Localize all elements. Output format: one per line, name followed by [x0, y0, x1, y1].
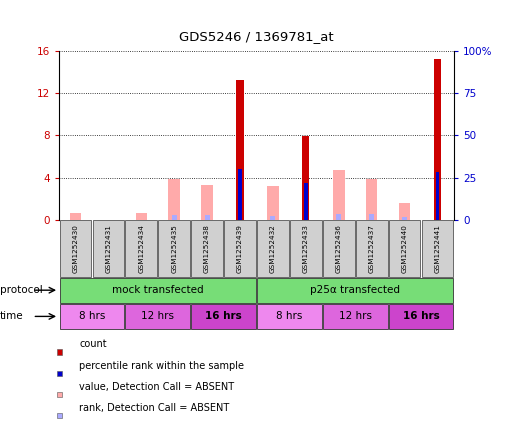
Text: GSM1252434: GSM1252434 — [139, 224, 144, 273]
Bar — [135, 213, 147, 220]
FancyBboxPatch shape — [126, 304, 190, 329]
FancyBboxPatch shape — [60, 220, 91, 277]
Text: percentile rank within the sample: percentile rank within the sample — [79, 361, 244, 371]
Bar — [239, 169, 242, 220]
Text: GSM1252430: GSM1252430 — [72, 224, 78, 273]
Text: time: time — [0, 311, 24, 321]
Text: mock transfected: mock transfected — [112, 285, 204, 295]
Text: 12 hrs: 12 hrs — [141, 311, 174, 321]
Bar — [236, 80, 244, 220]
FancyBboxPatch shape — [60, 277, 256, 303]
Bar — [205, 215, 210, 220]
Bar — [57, 349, 62, 354]
Text: protocol: protocol — [0, 285, 43, 295]
Text: GSM1252432: GSM1252432 — [270, 224, 276, 273]
FancyBboxPatch shape — [422, 220, 453, 277]
Bar — [267, 186, 279, 220]
Bar — [304, 183, 307, 220]
Bar — [57, 392, 62, 397]
Bar — [402, 217, 407, 220]
Text: GSM1252441: GSM1252441 — [435, 224, 441, 273]
Bar — [57, 413, 62, 418]
Text: 16 hrs: 16 hrs — [403, 311, 440, 321]
Bar — [399, 203, 410, 220]
FancyBboxPatch shape — [224, 220, 256, 277]
Bar — [70, 213, 81, 220]
Text: GSM1252435: GSM1252435 — [171, 224, 177, 273]
Text: GSM1252437: GSM1252437 — [369, 224, 374, 273]
FancyBboxPatch shape — [92, 220, 124, 277]
FancyBboxPatch shape — [191, 220, 223, 277]
Bar — [202, 185, 213, 220]
FancyBboxPatch shape — [290, 220, 322, 277]
FancyBboxPatch shape — [323, 304, 387, 329]
FancyBboxPatch shape — [389, 220, 421, 277]
FancyBboxPatch shape — [257, 220, 289, 277]
Text: GDS5246 / 1369781_at: GDS5246 / 1369781_at — [179, 30, 334, 43]
Bar — [434, 59, 441, 220]
FancyBboxPatch shape — [257, 304, 322, 329]
FancyBboxPatch shape — [191, 304, 256, 329]
Text: GSM1252436: GSM1252436 — [336, 224, 342, 273]
Text: GSM1252439: GSM1252439 — [237, 224, 243, 273]
FancyBboxPatch shape — [126, 220, 157, 277]
Text: 16 hrs: 16 hrs — [205, 311, 242, 321]
Text: GSM1252431: GSM1252431 — [105, 224, 111, 273]
Text: 8 hrs: 8 hrs — [78, 311, 105, 321]
Text: GSM1252440: GSM1252440 — [402, 224, 408, 273]
FancyBboxPatch shape — [323, 220, 354, 277]
Text: 8 hrs: 8 hrs — [276, 311, 303, 321]
Text: p25α transfected: p25α transfected — [310, 285, 400, 295]
Bar — [168, 179, 180, 220]
Text: value, Detection Call = ABSENT: value, Detection Call = ABSENT — [79, 382, 234, 392]
Text: rank, Detection Call = ABSENT: rank, Detection Call = ABSENT — [79, 403, 229, 413]
FancyBboxPatch shape — [60, 304, 124, 329]
Text: GSM1252438: GSM1252438 — [204, 224, 210, 273]
Bar — [57, 371, 62, 376]
Bar — [337, 214, 341, 220]
Text: count: count — [79, 339, 107, 349]
Text: 12 hrs: 12 hrs — [339, 311, 372, 321]
Bar — [333, 170, 345, 220]
FancyBboxPatch shape — [389, 304, 453, 329]
Bar — [172, 215, 176, 220]
FancyBboxPatch shape — [159, 220, 190, 277]
Bar — [366, 179, 378, 220]
FancyBboxPatch shape — [257, 277, 453, 303]
Bar — [302, 137, 309, 220]
FancyBboxPatch shape — [356, 220, 387, 277]
Bar — [369, 214, 374, 220]
Bar — [436, 173, 439, 220]
Text: GSM1252433: GSM1252433 — [303, 224, 309, 273]
Bar — [270, 216, 275, 220]
